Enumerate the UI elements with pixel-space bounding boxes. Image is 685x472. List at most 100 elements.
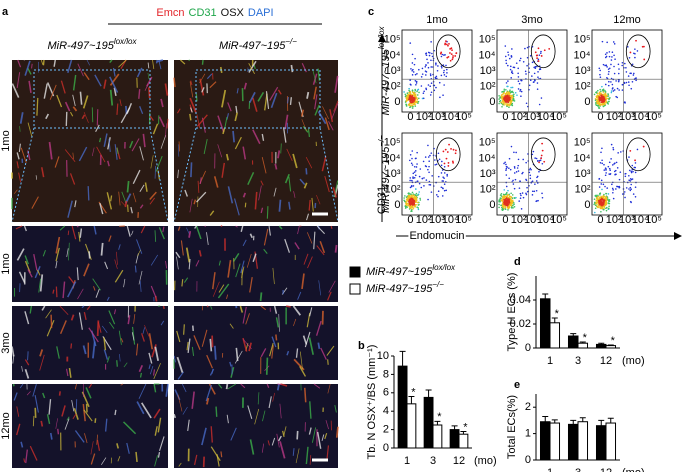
event-dot [438,158,441,161]
vessel-texture [301,119,307,132]
legend-label: MiR-497~195lox/lox [366,263,456,278]
event-dot [410,206,412,209]
vessel-texture [56,346,60,359]
event-dot [424,70,427,72]
event-dot [445,75,448,78]
error-bar [551,317,558,323]
gated-dot [443,162,446,165]
vessel-texture [13,189,18,194]
vessel-texture [139,184,145,192]
flow-x-tick: 10⁵ [550,214,567,226]
vessel-texture [263,248,268,254]
event-dot [430,66,433,68]
event-dot [404,195,406,197]
vessel-texture [25,449,28,464]
event-dot [612,197,615,200]
vessel-texture [324,433,328,440]
event-dot [522,196,525,199]
vessel-texture [301,273,305,290]
vessel-texture [232,130,235,143]
vessel-texture [50,314,53,329]
vessel-texture [96,439,101,451]
y-tick-label: 6 [383,387,389,399]
event-dot [509,89,511,91]
vessel-texture [215,406,218,417]
event-dot [595,201,597,203]
vessel-texture [114,269,124,283]
vessel-texture [119,354,121,362]
event-dot [610,63,612,66]
flow-x-tick: 10² [416,214,432,226]
vessel-texture [262,410,266,422]
vessel-texture [210,446,221,462]
vessel-texture [327,383,331,394]
event-dot [613,65,615,68]
event-dot [417,100,420,103]
event-dot [603,99,606,102]
event-dot [511,72,514,75]
error-bar [408,395,415,404]
flow-y-tick: 10⁵ [479,34,496,46]
vessel-texture [330,225,333,230]
event-dot [428,54,431,57]
event-dot [443,166,446,168]
vessel-texture [16,152,20,160]
vessel-texture [160,98,164,108]
event-dot [608,161,611,164]
vessel-texture [114,259,118,269]
vessel-texture [131,326,136,345]
event-dot [505,204,508,207]
event-dot [608,51,611,53]
vessel-texture [83,409,93,422]
flow-x-tick: 0 [407,214,413,226]
vessel-texture [176,108,181,114]
legend-label: MiR-497~195−/− [366,280,444,295]
genotype-superscript: lox/lox [114,37,138,46]
event-dot [597,100,599,103]
vessel-texture [183,324,185,335]
event-dot [600,90,602,93]
vessel-texture [235,263,241,278]
flow-x-tick: 0 [502,111,508,123]
vessel-texture [152,123,159,135]
vessel-texture [119,99,122,107]
error-bar [598,342,605,345]
event-dot [600,179,603,182]
vessel-texture [317,342,321,349]
event-dot [405,204,408,207]
event-dot [507,189,509,192]
event-dot [618,186,621,189]
event-dot [613,72,616,75]
vessel-texture [234,350,243,364]
vessel-texture [134,265,137,273]
vessel-texture [308,427,312,435]
vessel-texture [140,225,146,234]
event-dot [425,64,427,66]
gated-dot [634,159,636,162]
gated-dot [538,161,540,164]
event-dot [408,91,410,94]
event-dot [418,91,420,94]
genotype-label: MiR-497~195−/− [219,37,297,52]
event-dot [501,98,504,100]
event-dot [536,182,539,184]
vessel-texture [285,305,291,308]
event-dot [614,58,616,60]
event-dot [528,84,531,87]
vessel-texture [144,324,150,337]
vessel-texture [194,225,197,229]
vessel-texture [70,314,75,321]
event-dot [615,161,618,164]
event-dot [514,178,517,181]
vessel-texture [70,111,74,117]
flow-x-tick: 10³ [429,111,445,123]
event-dot [610,81,612,83]
vessel-texture [193,335,201,351]
vessel-texture [242,192,247,198]
event-dot [437,152,440,155]
vessel-texture [147,62,150,69]
vessel-texture [327,291,332,301]
vessel-texture [160,320,165,326]
event-dot [599,202,602,204]
vessel-texture [136,401,145,415]
